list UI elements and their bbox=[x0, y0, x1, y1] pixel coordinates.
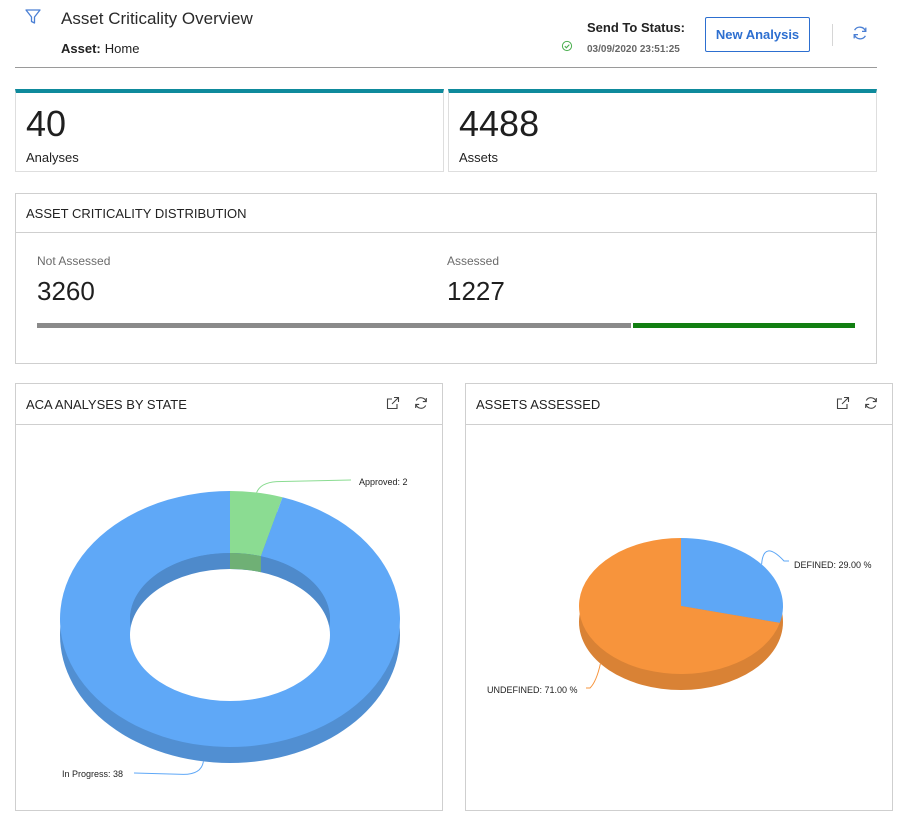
header-divider-line bbox=[15, 67, 877, 68]
pie-slice-undefined bbox=[579, 538, 780, 674]
page-title: Asset Criticality Overview bbox=[61, 9, 253, 28]
distribution-item-assessed[interactable]: Assessed 1227 bbox=[447, 254, 505, 307]
donut-slice-approved bbox=[230, 491, 283, 557]
header-divider bbox=[832, 24, 833, 46]
distribution-panel: ASSET CRITICALITY DISTRIBUTION Not Asses… bbox=[15, 193, 877, 364]
data-label: UNDEFINED: 71.00 % bbox=[487, 685, 578, 695]
distribution-label: Assessed bbox=[447, 254, 500, 268]
asset-label: Asset: bbox=[61, 41, 101, 56]
kpi-label: Analyses bbox=[26, 150, 79, 165]
kpi-value: 40 bbox=[26, 103, 67, 144]
aca-analyses-by-state-panel: Approved: 2 In Progress: 38 ACA ANALYSES … bbox=[15, 383, 443, 811]
kpi-card-assets[interactable]: 4488 Assets bbox=[448, 89, 877, 172]
donut-hole bbox=[130, 569, 330, 701]
label-connector bbox=[586, 663, 601, 689]
distribution-bar-not-assessed bbox=[37, 323, 631, 328]
kpi-label: Assets bbox=[459, 150, 499, 165]
check-icon bbox=[561, 40, 573, 52]
distribution-value: 3260 bbox=[37, 276, 95, 306]
send-to-status-label: Send To Status: bbox=[587, 20, 685, 35]
external-link-icon[interactable] bbox=[385, 395, 401, 411]
data-label: DEFINED: 29.00 % bbox=[794, 560, 872, 570]
donut-slice-wall bbox=[230, 553, 261, 573]
panel-divider bbox=[466, 424, 892, 425]
kpi-value: 4488 bbox=[459, 103, 540, 144]
assets-assessed-panel: DEFINED: 29.00 % UNDEFINED: 71.00 % ASSET… bbox=[465, 383, 893, 811]
donut-slice-in-progress bbox=[60, 491, 401, 747]
distribution-label: Not Assessed bbox=[37, 254, 111, 268]
new-analysis-button[interactable]: New Analysis bbox=[705, 17, 810, 52]
label-connector bbox=[761, 550, 789, 565]
refresh-icon[interactable] bbox=[863, 395, 879, 411]
pie-slice-defined bbox=[681, 538, 783, 623]
filter-icon[interactable] bbox=[24, 8, 42, 26]
distribution-item-not-assessed[interactable]: Not Assessed 3260 bbox=[37, 254, 110, 307]
kpi-card-analyses[interactable]: 40 Analyses bbox=[15, 89, 444, 172]
panel-title: ASSET CRITICALITY DISTRIBUTION bbox=[26, 206, 247, 221]
panel-title: ACA ANALYSES BY STATE bbox=[26, 397, 187, 412]
assets-assessed-pie-chart: DEFINED: 29.00 % UNDEFINED: 71.00 % bbox=[487, 538, 872, 695]
aca-state-donut-chart: Approved: 2 In Progress: 38 bbox=[60, 477, 408, 779]
panel-title: ASSETS ASSESSED bbox=[476, 397, 601, 412]
refresh-icon[interactable] bbox=[851, 24, 869, 42]
asset-value: Home bbox=[104, 41, 140, 56]
send-to-status-timestamp: 03/09/2020 23:51:25 bbox=[587, 44, 680, 55]
distribution-value: 1227 bbox=[447, 276, 505, 306]
external-link-icon[interactable] bbox=[835, 395, 851, 411]
label-connector bbox=[133, 761, 204, 775]
data-label: In Progress: 38 bbox=[62, 769, 123, 779]
asset-context: Asset: Home bbox=[61, 41, 139, 56]
panel-divider bbox=[16, 232, 876, 233]
refresh-icon[interactable] bbox=[413, 395, 429, 411]
data-label: Approved: 2 bbox=[359, 477, 408, 487]
label-connector bbox=[256, 479, 352, 493]
distribution-bar-assessed bbox=[633, 323, 855, 328]
panel-divider bbox=[16, 424, 442, 425]
